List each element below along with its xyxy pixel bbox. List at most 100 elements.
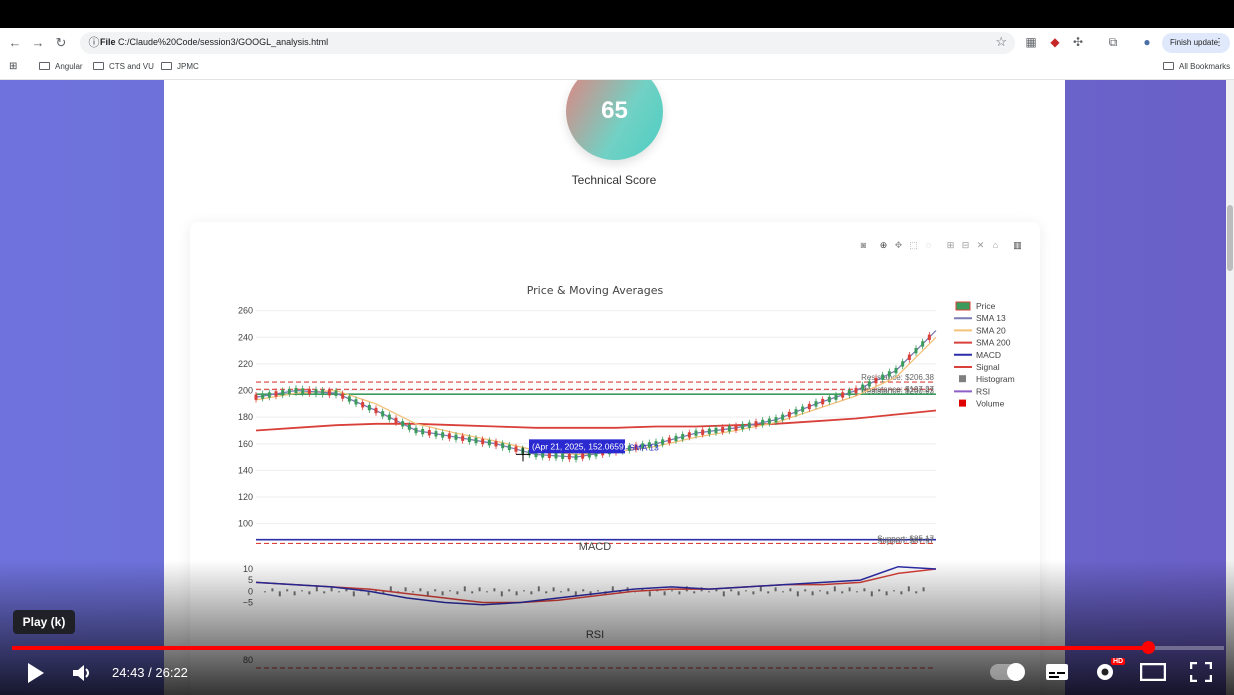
reload-icon[interactable]: ↻	[55, 35, 67, 50]
candle-body	[294, 387, 298, 394]
hd-badge: HD	[1111, 658, 1126, 665]
candle-body	[927, 334, 931, 340]
zoom-icon[interactable]: ⊕	[879, 240, 888, 250]
candle-body	[494, 441, 498, 447]
candle-body	[474, 437, 478, 444]
box-select-icon[interactable]: ⬚	[909, 240, 918, 250]
candle-body	[394, 417, 398, 424]
plotly-logo-icon[interactable]: ▥	[1013, 240, 1022, 250]
sma200-line	[255, 409, 937, 432]
candle-body	[367, 404, 371, 411]
browser-toolbar: ← → ↻ ⓘ File C:/Claude%20Code/session3/G…	[0, 30, 1234, 56]
play-tooltip: Play (k)	[13, 610, 75, 634]
hover-label-text: (Apr 21, 2025, 152.0659)	[532, 441, 627, 451]
candle-body	[654, 441, 658, 447]
bookmark-cts-and-vu[interactable]: CTS and VU	[93, 60, 154, 74]
extension-icon[interactable]: ▦	[1025, 35, 1037, 49]
settings-gear-icon[interactable]	[1094, 661, 1116, 683]
y-tick-label: 160	[238, 439, 253, 449]
candle-body	[807, 403, 811, 410]
progress-fill	[12, 646, 1148, 650]
candle-body	[387, 414, 391, 420]
legend-swatch	[955, 301, 971, 311]
legend-label: SMA 13	[976, 313, 1006, 323]
bookmark-star-icon[interactable]: ☆	[995, 34, 1007, 49]
bookmark-angular[interactable]: Angular	[39, 60, 83, 74]
address-bar[interactable]: ⓘ File C:/Claude%20Code/session3/GOOGL_a…	[80, 32, 1015, 54]
zoom-out-icon[interactable]: ⊟	[961, 240, 970, 250]
scrollbar-thumb[interactable]	[1227, 205, 1233, 271]
candle-body	[541, 452, 545, 458]
candle-body	[574, 454, 578, 460]
fullscreen-icon[interactable]	[1190, 662, 1212, 682]
pan-icon[interactable]: ✥	[894, 240, 903, 250]
apps-grid-icon[interactable]: ⊞	[9, 61, 18, 72]
folder-icon	[1163, 62, 1174, 70]
forward-icon[interactable]: →	[31, 35, 45, 50]
level-label: Resistance: $197.27	[861, 385, 934, 394]
candle-body	[267, 392, 271, 398]
browser-chrome: ← → ↻ ⓘ File C:/Claude%20Code/session3/G…	[0, 28, 1234, 80]
candle-body	[287, 388, 291, 395]
shield-extension-icon[interactable]: ◆	[1050, 35, 1060, 49]
candle-body	[307, 388, 311, 395]
puzzle-icon[interactable]: ✣	[1072, 35, 1084, 49]
theater-mode-icon[interactable]	[1140, 663, 1166, 681]
reset-axes-icon[interactable]: ⌂	[992, 240, 999, 250]
url-text[interactable]: C:/Claude%20Code/session3/GOOGL_analysis…	[118, 37, 329, 47]
all-bookmarks[interactable]: All Bookmarks	[1163, 60, 1230, 74]
candle-body	[707, 428, 711, 435]
y-tick-label: 240	[238, 332, 253, 342]
candle-body	[694, 430, 698, 436]
avatar[interactable]: ●	[1143, 35, 1151, 49]
play-icon[interactable]	[26, 662, 46, 684]
finish-update-label: Finish update	[1170, 38, 1219, 47]
candle-body	[747, 422, 751, 428]
candle-body	[861, 384, 865, 390]
candle-body	[594, 451, 598, 457]
tab-search-icon[interactable]: ⧉	[1108, 35, 1118, 49]
candle-body	[841, 392, 845, 398]
candle-body	[547, 452, 551, 459]
candle-body	[261, 393, 265, 399]
candle-body	[661, 439, 665, 445]
volume-icon[interactable]	[72, 664, 92, 682]
candle-body	[381, 411, 385, 417]
progress-bar[interactable]	[12, 641, 1224, 654]
legend-label: SMA 200	[976, 338, 1011, 348]
site-info-icon[interactable]: ⓘ	[88, 37, 100, 49]
y-tick-label: 220	[238, 359, 253, 369]
score-label: Technical Score	[571, 173, 657, 187]
zoom-in-icon[interactable]: ⊞	[946, 240, 955, 250]
autoscale-icon[interactable]: ✕	[976, 240, 985, 250]
candle-body	[401, 421, 405, 427]
page-scrollbar[interactable]	[1226, 80, 1234, 695]
finish-update-button[interactable]: Finish update ⋮	[1162, 33, 1230, 53]
autoplay-toggle[interactable]	[990, 663, 1025, 681]
back-icon[interactable]: ←	[8, 35, 22, 50]
scrubber-handle[interactable]	[1141, 641, 1155, 654]
candle-body	[894, 367, 898, 374]
y-tick-label: 180	[238, 412, 253, 422]
camera-icon[interactable]: ◙	[860, 240, 867, 250]
lasso-select-icon[interactable]: ◌	[925, 240, 932, 250]
bookmark-jpmc[interactable]: JPMC	[161, 60, 199, 74]
subtitles-icon[interactable]	[1045, 662, 1069, 682]
player-controls-shade	[0, 560, 1234, 695]
candle-body	[774, 417, 778, 423]
y-tick-label: 120	[238, 492, 253, 502]
candle-body	[447, 433, 451, 439]
legend-label: RSI	[976, 386, 990, 396]
candle-body	[407, 424, 411, 430]
chart-legend[interactable]: Price SMA 13 SMA 20 SMA 200 MACD Signal Histog…	[954, 301, 1015, 409]
score-value: 65	[601, 97, 628, 124]
candle-body	[514, 446, 518, 452]
candle-body	[741, 423, 745, 430]
candle-body	[667, 437, 671, 443]
candle-body	[881, 374, 885, 380]
candle-body	[427, 430, 431, 436]
candle-body	[314, 389, 318, 395]
candle-body	[501, 442, 505, 449]
all-bookmarks-label: All Bookmarks	[1179, 62, 1231, 71]
